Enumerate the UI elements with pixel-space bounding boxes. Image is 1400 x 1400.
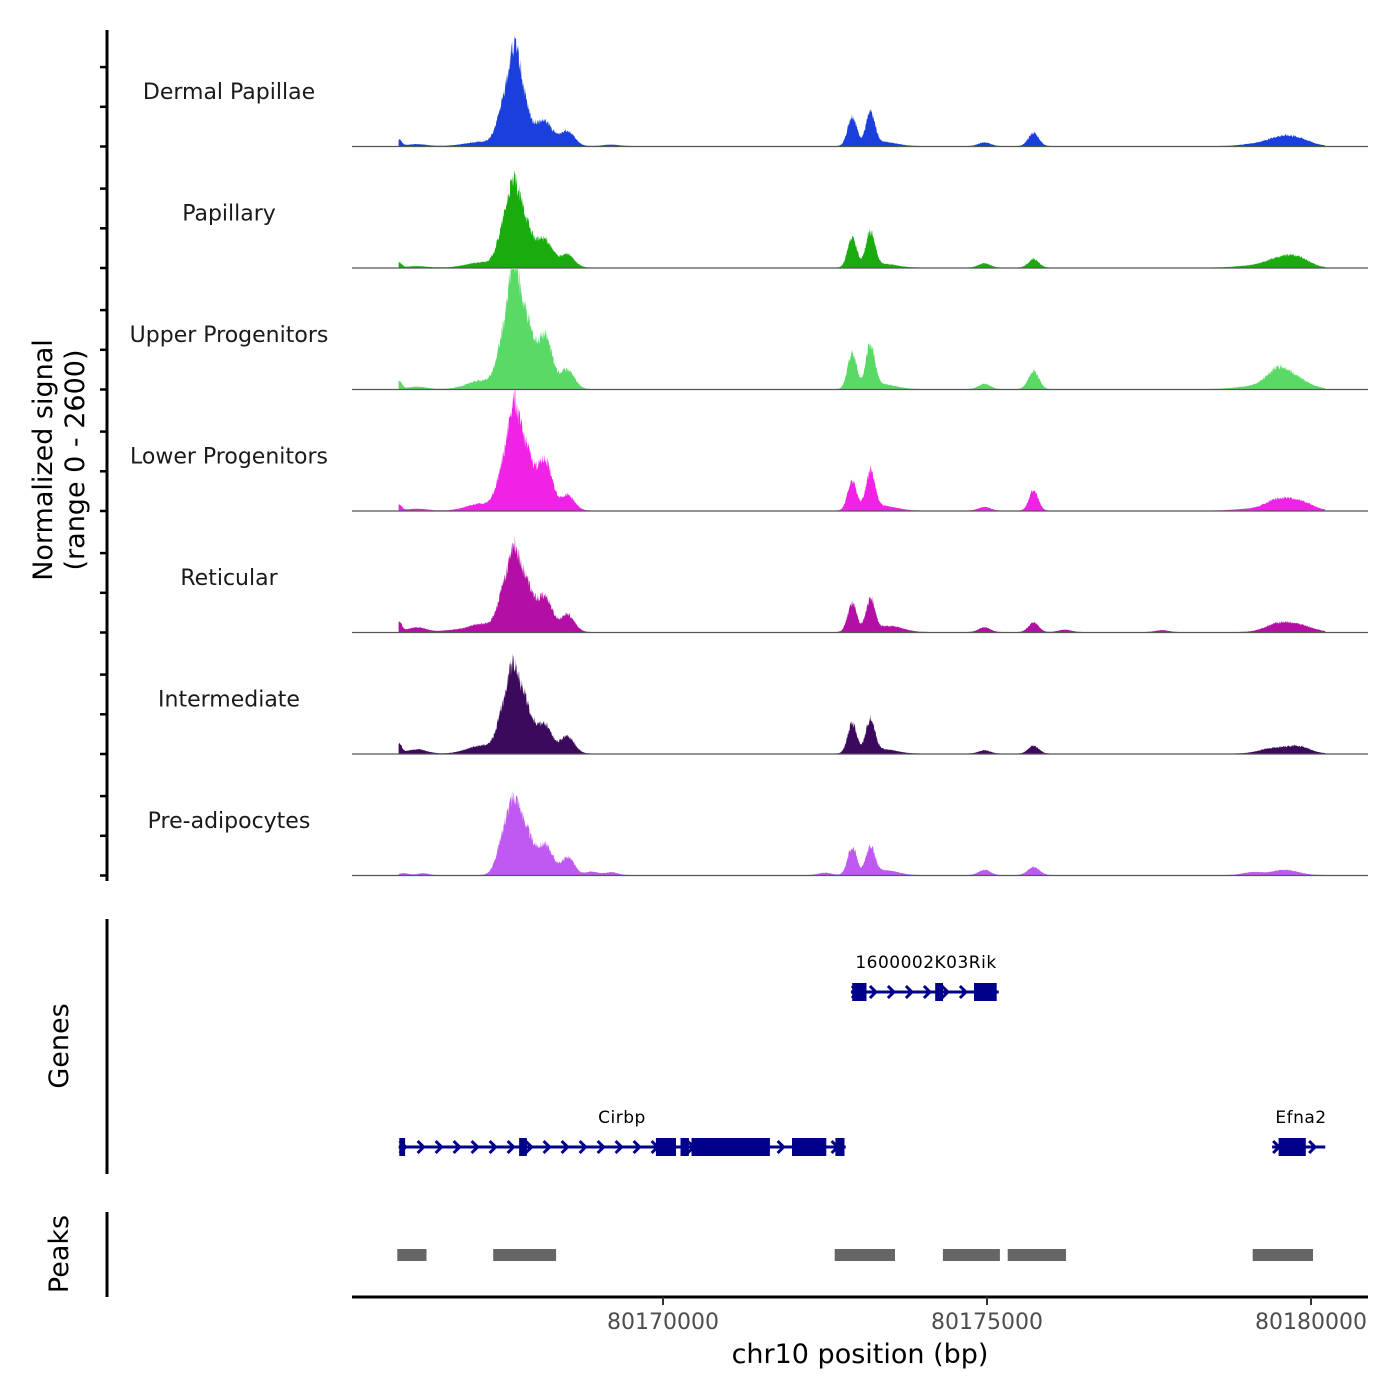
peaks-panel-label: Peaks xyxy=(44,1215,75,1293)
peak-region xyxy=(1007,1249,1066,1261)
signal-y-axis-ticks xyxy=(100,65,107,877)
strand-arrow-icon xyxy=(434,1139,444,1155)
strand-arrow-icon xyxy=(632,1139,642,1155)
coverage-track: Reticular xyxy=(180,534,1368,634)
gene-exon xyxy=(852,983,867,1001)
peak-region xyxy=(834,1249,895,1261)
coverage-tracks: Dermal Papillae Papillary Upper Progenitor… xyxy=(130,35,1368,877)
strand-arrow-icon xyxy=(578,1139,588,1155)
peak-region xyxy=(493,1249,557,1261)
strand-arrow-icon xyxy=(506,1139,516,1155)
gene-exon xyxy=(835,1138,845,1156)
gene-model: 1600002K03Rik xyxy=(850,953,999,1001)
gene-exon xyxy=(935,983,943,1001)
strand-arrow-icon xyxy=(958,984,969,1000)
coverage-track: Upper Progenitors xyxy=(130,268,1368,391)
track-label: Pre-adipocytes xyxy=(148,809,311,834)
strand-arrow-icon xyxy=(560,1139,570,1155)
peak-region xyxy=(397,1249,427,1261)
strand-arrow-icon xyxy=(596,1139,606,1155)
coverage-area xyxy=(398,389,1326,511)
peak-region xyxy=(1252,1249,1313,1261)
coverage-area xyxy=(398,790,1326,876)
coverage-track: Dermal Papillae xyxy=(143,35,1368,148)
strand-arrow-icon xyxy=(416,1139,426,1155)
strand-arrow-icon xyxy=(776,1139,786,1155)
gene-model: Efna2 xyxy=(1272,1108,1326,1156)
gene-annotations: 1600002K03Rik Cirbp Efna2 xyxy=(398,953,1326,1156)
coverage-area xyxy=(398,534,1326,633)
peak-region xyxy=(942,1249,1000,1261)
gene-label: Cirbp xyxy=(598,1108,646,1128)
track-label: Intermediate xyxy=(158,688,300,713)
track-label: Upper Progenitors xyxy=(130,323,329,348)
gene-exon xyxy=(680,1138,689,1156)
coverage-area xyxy=(398,35,1326,147)
y-axis-title: Normalized signal (range 0 - 2600) xyxy=(28,339,91,581)
strand-arrow-icon xyxy=(452,1139,462,1155)
gene-exon xyxy=(974,983,997,1001)
x-tick-label: 80175000 xyxy=(931,1310,1043,1335)
coverage-track: Intermediate xyxy=(158,652,1368,755)
strand-arrow-icon xyxy=(940,984,951,1000)
gene-exon xyxy=(1278,1138,1306,1156)
peak-regions xyxy=(397,1249,1313,1261)
strand-arrow-icon xyxy=(470,1139,480,1155)
coverage-area xyxy=(398,268,1326,390)
gene-exon xyxy=(792,1138,827,1156)
gene-model: Cirbp xyxy=(398,1108,846,1156)
coverage-track: Pre-adipocytes xyxy=(148,790,1368,877)
y-axis-title-line-1: Normalized signal xyxy=(28,339,59,581)
track-label: Reticular xyxy=(180,566,278,591)
strand-arrow-icon xyxy=(904,984,915,1000)
coverage-area xyxy=(398,652,1326,754)
strand-arrow-icon xyxy=(886,984,897,1000)
track-label: Papillary xyxy=(182,202,276,227)
strand-arrow-icon xyxy=(542,1139,552,1155)
strand-arrow-icon xyxy=(1308,1139,1318,1155)
gene-exon xyxy=(655,1138,676,1156)
strand-arrow-icon xyxy=(524,1139,534,1155)
gene-exon xyxy=(691,1138,770,1156)
coverage-track: Papillary xyxy=(182,171,1368,269)
track-label: Lower Progenitors xyxy=(130,445,328,470)
gene-exon xyxy=(399,1138,406,1156)
x-axis-title: chr10 position (bp) xyxy=(732,1339,989,1370)
gene-label: Efna2 xyxy=(1275,1108,1326,1128)
strand-arrow-icon xyxy=(488,1139,498,1155)
gene-label: 1600002K03Rik xyxy=(855,953,996,973)
y-axis-title-line-2: (range 0 - 2600) xyxy=(60,350,91,571)
strand-arrow-icon xyxy=(868,984,879,1000)
gene-exon xyxy=(519,1138,527,1156)
x-axis-ticks: 80170000 80175000 80180000 xyxy=(607,1297,1367,1335)
x-tick-label: 80180000 xyxy=(1255,1310,1367,1335)
x-tick-label: 80170000 xyxy=(607,1310,719,1335)
strand-arrow-icon xyxy=(922,984,933,1000)
coverage-area xyxy=(398,171,1326,268)
strand-arrow-icon xyxy=(614,1139,624,1155)
genes-panel-label: Genes xyxy=(44,1003,75,1088)
coverage-track: Lower Progenitors xyxy=(130,389,1368,512)
track-label: Dermal Papillae xyxy=(143,80,315,105)
